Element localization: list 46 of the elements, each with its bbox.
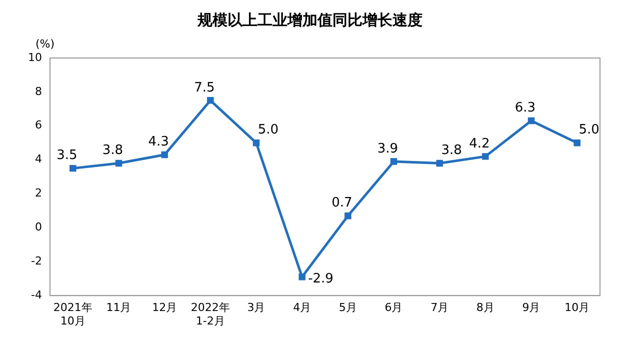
y-tick-label: 10 — [28, 50, 42, 64]
data-label: 3.9 — [377, 141, 398, 156]
data-label: 4.3 — [148, 134, 169, 150]
x-tick-label: 5月 — [338, 301, 357, 314]
point — [574, 139, 580, 146]
x-tick-label: 11月 — [106, 301, 132, 314]
x-tick-label: 2022年 1-2月 — [190, 301, 230, 328]
data-label: 6.3 — [514, 100, 536, 116]
x-tick-label: 2021年 10月 — [53, 301, 92, 328]
y-tick-label: -2 — [31, 254, 42, 268]
data-label: 3.5 — [56, 148, 78, 164]
y-tick-label: 2 — [34, 186, 42, 200]
chart-title: 规模以上工业增加值同比增长速度 — [196, 10, 422, 29]
y-tick-label: 0 — [34, 220, 42, 234]
x-tick-label: 9月 — [522, 301, 540, 314]
point — [207, 97, 214, 104]
x-tick-label: 7月 — [430, 301, 449, 314]
point — [115, 160, 122, 167]
point — [528, 117, 535, 124]
x-tick-label: 10月 — [564, 301, 590, 314]
data-label: 4.2 — [469, 136, 490, 152]
point — [436, 160, 443, 167]
point — [252, 139, 260, 146]
point — [344, 212, 352, 220]
point — [298, 274, 306, 280]
x-tick-label: 8月 — [476, 301, 494, 314]
data-label: 0.7 — [332, 196, 352, 211]
point — [482, 153, 489, 160]
data-label: 3.8 — [441, 143, 462, 158]
data-label: 5.0 — [258, 122, 279, 138]
point — [390, 158, 398, 165]
y-tick-label: 8 — [34, 84, 42, 98]
point — [161, 151, 168, 158]
x-tick-label: 12月 — [152, 301, 178, 314]
y-tick-label: 6 — [34, 118, 42, 132]
y-tick-label: -4 — [31, 288, 42, 302]
data-label: 7.5 — [194, 80, 215, 96]
y-axis-title: (%) — [35, 37, 55, 50]
data-label: -2.9 — [308, 271, 334, 286]
x-tick-label: 4月 — [293, 301, 312, 314]
point — [70, 164, 76, 172]
x-tick-label: 6月 — [384, 301, 403, 314]
data-label: 3.8 — [102, 143, 124, 158]
x-tick-label: 3月 — [247, 301, 266, 314]
data-label: 5.0 — [578, 122, 600, 138]
y-tick-label: 4 — [34, 152, 42, 166]
